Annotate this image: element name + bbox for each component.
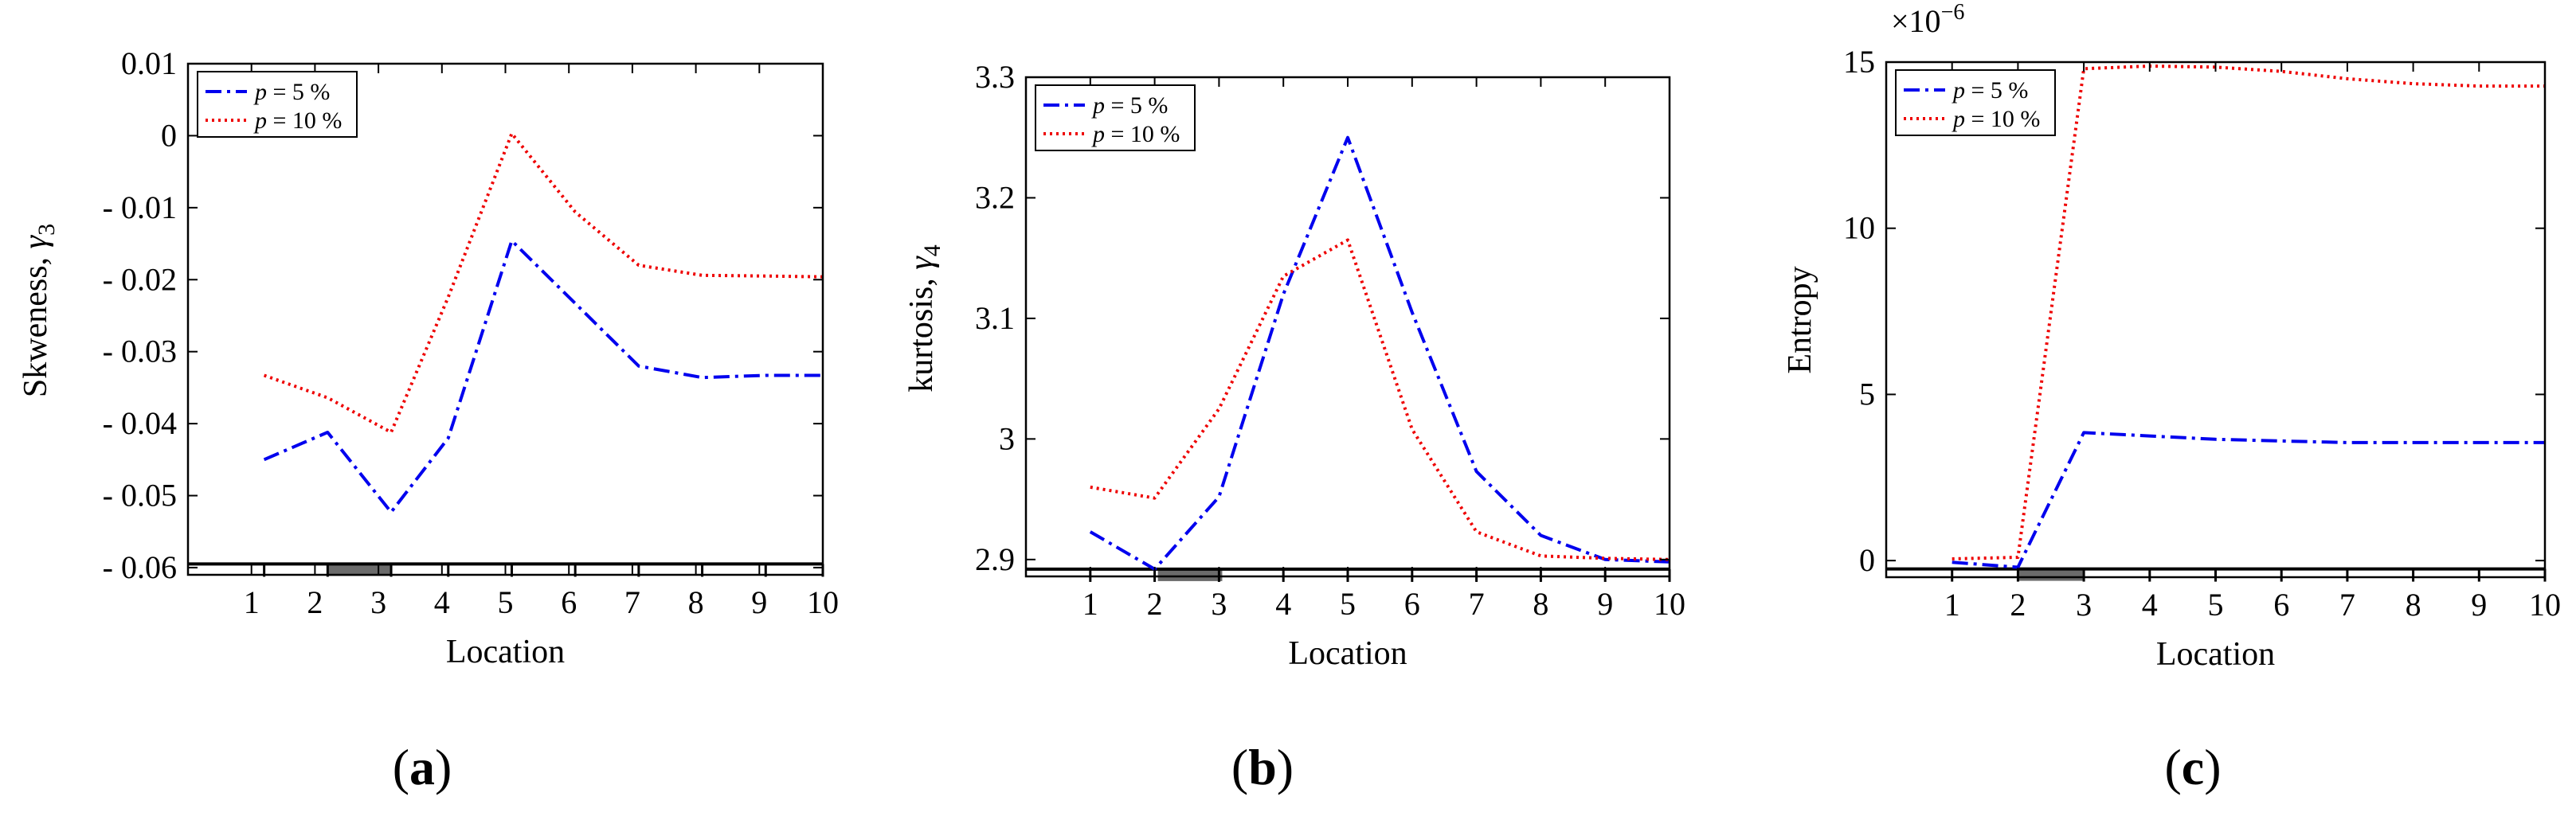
x-tick-label: 6	[561, 584, 577, 620]
y-tick-label: 15	[1843, 44, 1875, 80]
x-tick-label: 6	[2273, 587, 2289, 623]
x-tick-label: 3	[370, 584, 386, 620]
legend-entry-p10: p = 10 %	[253, 107, 342, 134]
x-tick-label: 10	[2529, 587, 2561, 623]
y-axis-label: kurtosis, γ4	[903, 244, 945, 392]
panel-label-b: (b)	[1231, 739, 1294, 795]
x-tick-label: 7	[1469, 586, 1485, 622]
x-tick-label: 10	[807, 584, 839, 620]
y-tick-label: 10	[1843, 210, 1875, 246]
y-tick-label: - 0.03	[103, 334, 177, 369]
legend-entry-p5: p = 5 %	[1091, 92, 1168, 119]
legend-box	[197, 71, 358, 138]
series-line-p10	[263, 131, 824, 434]
chart-panel-b: 1 2 3 4 5 6 7 8 9 10 3.3 3.2 3.1 3 2.9 Location kurtosis…	[903, 59, 1685, 795]
y-tick-label: - 0.06	[103, 549, 177, 585]
legend: p = 5 %p = 10 %	[1035, 84, 1196, 151]
x-axis-label: Location	[2156, 636, 2275, 673]
y-tick-label: 3.3	[975, 59, 1015, 95]
y-axis-label: Skweness, γ3	[18, 224, 60, 397]
legend-entry-p10: p = 10 %	[1091, 121, 1180, 147]
series-line-p5	[263, 239, 823, 514]
x-axis-label: Location	[446, 634, 565, 670]
x-tick-label: 1	[1944, 587, 1960, 623]
x-tick-label: 9	[1597, 586, 1613, 622]
x-tick-label: 3	[1211, 586, 1227, 622]
x-tick-label: 7	[2339, 587, 2355, 623]
shaded-segment	[2018, 569, 2085, 581]
x-tick-label: 1	[244, 584, 260, 620]
series-line-p10	[1952, 64, 2545, 560]
legend-box	[1035, 84, 1196, 151]
x-tick-label: 9	[2471, 587, 2487, 623]
x-tick-label: 6	[1404, 586, 1420, 622]
legend-entry-p10: p = 10 %	[1952, 106, 2040, 132]
legend-entry-p5: p = 5 %	[1952, 77, 2028, 103]
plot-area	[1886, 62, 2545, 577]
y-tick-label: 3.1	[975, 300, 1015, 336]
x-tick-label: 1	[1082, 586, 1098, 622]
x-tick-label: 8	[1533, 586, 1548, 622]
panel-label-c: (c)	[2164, 739, 2221, 795]
x-tick-label: 10	[1654, 586, 1685, 622]
y-tick-label: 0.01	[121, 45, 177, 81]
x-tick-label: 5	[2208, 587, 2224, 623]
legend-entry-p5: p = 5 %	[253, 79, 330, 105]
y-tick-label: 0	[1859, 542, 1875, 578]
y-tick-label: - 0.02	[103, 261, 177, 297]
y-tick-label: 3	[999, 420, 1015, 456]
chart-panel-c: 1 2 3 4 5 6 7 8 9 10 15 10 5 0 Location Entropy ×10−6 p =…	[1782, 0, 2561, 795]
y-tick-label: - 0.01	[103, 189, 177, 225]
legend: p = 5 %p = 10 %	[197, 71, 358, 138]
y-tick-label: 5	[1859, 376, 1875, 412]
x-tick-label: 5	[1340, 586, 1356, 622]
x-tick-label: 9	[751, 584, 767, 620]
y-tick-label: 3.2	[975, 179, 1015, 215]
y-tick-label: 0	[161, 117, 177, 153]
plot-area	[1026, 77, 1670, 576]
x-tick-label: 3	[2076, 587, 2092, 623]
x-tick-label: 5	[498, 584, 514, 620]
shaded-segment	[327, 564, 392, 576]
x-tick-label: 4	[434, 584, 450, 620]
x-tick-label: 4	[2142, 587, 2158, 623]
x-tick-label: 2	[1147, 586, 1163, 622]
x-tick-label: 8	[2406, 587, 2421, 623]
chart-panel-a: 1 2 3 4 5 6 7 8 9 10 0.01 0 - 0.01 - 0.02 - 0.03 - 0.04…	[18, 45, 839, 795]
y-tick-label: - 0.05	[103, 478, 177, 514]
legend: p = 5 % p = 10 %	[1895, 69, 2056, 136]
y-axis-label: Entropy	[1782, 266, 1818, 373]
x-tick-label: 2	[307, 584, 323, 620]
series-line-p5	[1952, 431, 2545, 569]
x-tick-label: 8	[688, 584, 704, 620]
x-tick-label: 7	[624, 584, 640, 620]
plot-area	[188, 64, 823, 575]
x-axis-label: Location	[1288, 635, 1407, 672]
panel-label-a: (a)	[393, 739, 452, 795]
x-tick-label: 2	[2010, 587, 2026, 623]
y-tick-label: 2.9	[975, 541, 1015, 577]
series-line-p5	[1089, 135, 1670, 571]
legend-box	[1895, 69, 2056, 136]
y-tick-label: - 0.04	[103, 405, 177, 441]
y-multiplier: ×10−6	[1891, 0, 1964, 39]
x-tick-label: 4	[1275, 586, 1291, 622]
